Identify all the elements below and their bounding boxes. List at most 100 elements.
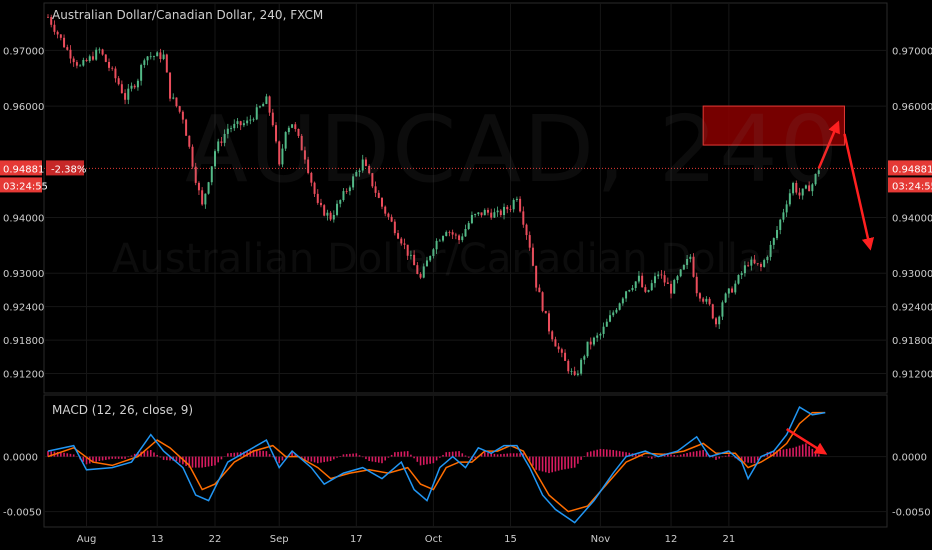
candle — [676, 274, 679, 284]
candle-body — [737, 275, 740, 284]
candle — [557, 342, 560, 353]
y-tick-label-left: 0.96000 — [3, 102, 44, 113]
candle — [490, 208, 493, 220]
candle — [644, 284, 647, 294]
candle-body — [705, 298, 708, 302]
candle-body — [172, 97, 175, 99]
y-tick-label-left: 0.94000 — [3, 214, 44, 225]
candle-body — [708, 298, 711, 305]
x-tick-label: Oct — [425, 534, 442, 545]
candle — [152, 55, 155, 61]
candle — [230, 125, 233, 133]
candle — [124, 89, 127, 105]
candle — [329, 210, 332, 222]
candle — [197, 181, 200, 195]
candle-body — [676, 276, 679, 281]
candle-body — [535, 265, 538, 288]
candle — [355, 170, 358, 177]
candle-body — [653, 276, 656, 284]
candle — [698, 292, 701, 302]
candle — [621, 297, 624, 306]
candle-body — [352, 176, 355, 188]
candle — [753, 254, 756, 265]
candle-body — [82, 59, 85, 66]
candle-body — [361, 159, 364, 171]
candle — [486, 207, 489, 216]
candle-body — [223, 133, 226, 143]
candle — [470, 211, 473, 225]
candle-body — [544, 310, 547, 314]
candle — [743, 261, 746, 277]
candle-body — [214, 151, 216, 167]
candle-body — [618, 303, 621, 310]
candle — [406, 244, 409, 260]
candle-body — [387, 213, 390, 217]
candle-body — [79, 65, 82, 67]
candle — [397, 229, 400, 240]
candle — [429, 255, 432, 263]
candle-body — [525, 224, 528, 236]
candle — [525, 223, 528, 240]
candle-body — [435, 240, 438, 250]
candle-body — [114, 68, 117, 79]
candle — [210, 166, 213, 186]
candle-body — [519, 198, 522, 212]
macd-tick-label-left: 0.0000 — [3, 453, 38, 464]
candle-body — [313, 182, 316, 194]
candle — [618, 302, 621, 311]
candle-body — [496, 210, 499, 213]
countdown-left-bg — [0, 177, 42, 193]
candle — [493, 208, 496, 219]
candle-body — [281, 148, 284, 165]
candle-body — [464, 228, 467, 237]
candle — [750, 256, 753, 271]
candle — [506, 204, 509, 214]
candle-body — [59, 34, 62, 38]
candle-body — [490, 212, 493, 218]
candle — [287, 125, 290, 135]
candle-body — [284, 132, 287, 149]
candle — [695, 272, 698, 297]
candle — [740, 271, 743, 280]
candle-body — [670, 283, 673, 294]
countdown-right-bg — [888, 177, 932, 193]
candle — [772, 237, 775, 250]
candle-body — [85, 59, 88, 62]
candle-body — [275, 125, 278, 142]
candle-body — [104, 54, 107, 62]
candle — [724, 292, 727, 304]
watermark-symbol: AUDCAD, 240 — [185, 96, 841, 203]
price-label-left-bg — [0, 160, 42, 176]
candle — [56, 30, 59, 39]
candle-body — [682, 264, 685, 270]
candle — [233, 119, 236, 131]
candle — [284, 131, 287, 152]
candle — [98, 47, 101, 54]
candle-body — [763, 260, 766, 267]
candle-body — [345, 191, 348, 192]
candle — [178, 105, 181, 114]
candle — [226, 123, 229, 139]
candle-body — [554, 339, 557, 347]
candle-body — [66, 47, 69, 50]
candle — [217, 138, 220, 154]
candle-body — [143, 60, 146, 65]
candle — [172, 93, 175, 100]
candle — [143, 58, 146, 68]
y-tick-label-right: 0.91800 — [892, 336, 932, 347]
candle — [647, 289, 650, 293]
candle-body — [811, 184, 814, 192]
candle — [477, 212, 480, 217]
candle-body — [609, 315, 612, 322]
candle-body — [201, 190, 204, 205]
candle — [711, 303, 714, 320]
candle — [592, 336, 595, 347]
candle-body — [371, 173, 374, 187]
candle — [262, 102, 265, 107]
candle — [281, 144, 284, 168]
candle-body — [506, 206, 509, 210]
candle-body — [127, 88, 130, 100]
candle-body — [747, 265, 750, 267]
candle-body — [181, 111, 184, 120]
